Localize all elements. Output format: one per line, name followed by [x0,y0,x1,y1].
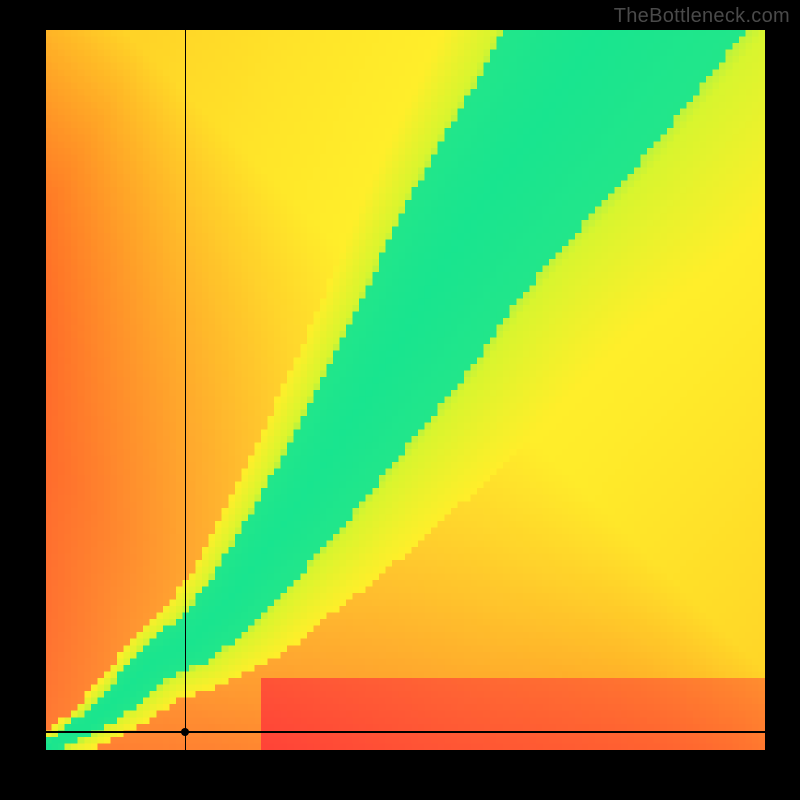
crosshair-marker-dot [181,728,189,736]
y-axis-line [44,30,46,750]
crosshair-vertical [185,30,186,750]
heatmap-canvas [45,30,765,750]
heatmap-chart [45,30,765,750]
watermark-text: TheBottleneck.com [614,5,790,28]
x-axis-line [45,731,765,733]
